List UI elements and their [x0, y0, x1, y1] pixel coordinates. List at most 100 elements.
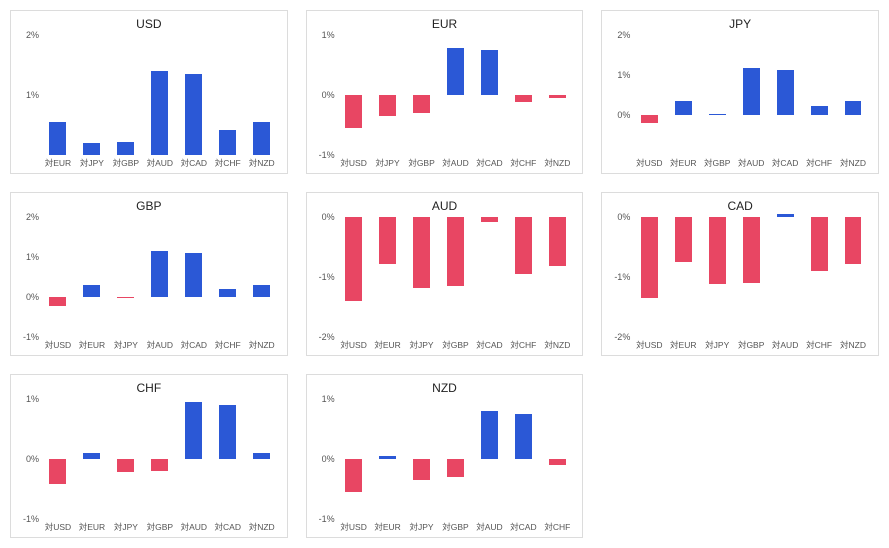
bar	[447, 459, 464, 477]
chart-panel-aud: AUD-2%-1%0%対USD対EUR対JPY対GBP対CAD対CHF対NZD	[306, 192, 584, 356]
y-tick-label: 2%	[606, 30, 630, 40]
x-tick-label: 対USD	[41, 337, 75, 351]
bar	[253, 285, 270, 297]
x-tick-label: 対NZD	[540, 337, 574, 351]
bar	[481, 50, 498, 95]
chart-body: -1%0%1%	[311, 399, 579, 519]
x-tick-label: 対NZD	[245, 337, 279, 351]
bar	[345, 459, 362, 492]
bar	[447, 217, 464, 286]
bar	[253, 122, 270, 155]
x-tick-label: 対JPY	[405, 337, 439, 351]
x-axis: 対EUR対JPY対GBP対AUD対CAD対CHF対NZD	[41, 155, 279, 169]
bar	[811, 217, 828, 271]
y-axis: -1%0%1%	[15, 399, 39, 519]
x-tick-label: 対CAD	[768, 155, 802, 169]
bar	[413, 217, 430, 288]
y-tick-label: 0%	[311, 212, 335, 222]
bar	[709, 217, 726, 284]
y-tick-label: 2%	[15, 212, 39, 222]
panel-title: CHF	[15, 381, 283, 395]
chart-body: -2%-1%0%	[606, 217, 874, 337]
bar	[151, 251, 168, 297]
y-tick-label: 1%	[15, 90, 39, 100]
y-tick-label: 0%	[606, 212, 630, 222]
plot-area	[41, 399, 279, 519]
bar	[675, 101, 692, 115]
x-tick-label: 対USD	[337, 337, 371, 351]
bar	[641, 115, 658, 123]
chart-panel-gbp: GBP-1%0%1%2%対USD対EUR対JPY対AUD対CAD対CHF対NZD	[10, 192, 288, 356]
y-tick-label: -2%	[606, 332, 630, 342]
plot-area	[632, 217, 870, 337]
bar	[49, 459, 66, 484]
y-tick-label: -1%	[311, 150, 335, 160]
y-tick-label: 0%	[15, 292, 39, 302]
chart-panel-jpy: JPY0%1%2%対USD対EUR対GBP対AUD対CAD対CHF対NZD	[601, 10, 879, 174]
chart-body: -1%0%1%	[311, 35, 579, 155]
x-tick-label: 対AUD	[143, 337, 177, 351]
x-tick-label: 対NZD	[245, 519, 279, 533]
bar	[49, 122, 66, 155]
y-axis: 1%2%	[15, 35, 39, 155]
panel-title: AUD	[311, 199, 579, 213]
panel-title: USD	[15, 17, 283, 31]
plot-area	[41, 35, 279, 155]
x-tick-label: 対CHF	[211, 337, 245, 351]
x-tick-label: 対AUD	[734, 155, 768, 169]
panel-title: GBP	[15, 199, 283, 213]
bar	[219, 405, 236, 459]
y-tick-label: -2%	[311, 332, 335, 342]
plot-area	[632, 35, 870, 155]
panel-title: NZD	[311, 381, 579, 395]
x-tick-label: 対GBP	[734, 337, 768, 351]
x-tick-label: 対EUR	[666, 155, 700, 169]
x-axis: 対USD対EUR対JPY対GBP対AUD対CAD対CHF	[337, 519, 575, 533]
x-tick-label: 対CAD	[177, 337, 211, 351]
bar	[845, 101, 862, 115]
bar	[219, 289, 236, 297]
plot-area	[41, 217, 279, 337]
chart-body: -1%0%1%2%	[15, 217, 283, 337]
x-axis: 対USD対EUR対JPY対GBP対CAD対CHF対NZD	[337, 337, 575, 351]
bar	[845, 217, 862, 264]
bar	[515, 217, 532, 274]
y-tick-label: 0%	[311, 90, 335, 100]
x-tick-label: 対EUR	[371, 519, 405, 533]
chart-body: 1%2%	[15, 35, 283, 155]
x-tick-label: 対CAD	[506, 519, 540, 533]
x-tick-label: 対JPY	[109, 519, 143, 533]
y-tick-label: 0%	[15, 454, 39, 464]
x-tick-label: 対CHF	[506, 337, 540, 351]
x-tick-label: 対JPY	[109, 337, 143, 351]
bar	[743, 68, 760, 115]
x-tick-label: 対AUD	[472, 519, 506, 533]
x-tick-label: 対GBP	[405, 155, 439, 169]
x-tick-label: 対CHF	[506, 155, 540, 169]
bar	[253, 453, 270, 459]
y-tick-label: 1%	[606, 70, 630, 80]
y-tick-label: -1%	[15, 514, 39, 524]
bar	[151, 71, 168, 155]
chart-panel-usd: USD 1%2%対EUR対JPY対GBP対AUD対CAD対CHF対NZD	[10, 10, 288, 174]
chart-panel-chf: CHF -1%0%1%対USD対EUR対JPY対GBP対AUD対CAD対NZD	[10, 374, 288, 538]
bar	[743, 217, 760, 283]
x-tick-label: 対NZD	[836, 337, 870, 351]
chart-panel-cad: CAD-2%-1%0%対USD対EUR対JPY対GBP対AUD対CHF対NZD	[601, 192, 879, 356]
x-axis: 対USD対EUR対JPY対GBP対AUD対CAD対NZD	[41, 519, 279, 533]
x-axis: 対USD対EUR対JPY対GBP対AUD対CHF対NZD	[632, 337, 870, 351]
chart-panel-nzd: NZD -1%0%1%対USD対EUR対JPY対GBP対AUD対CAD対CHF	[306, 374, 584, 538]
bar	[83, 285, 100, 297]
bar	[185, 74, 202, 155]
bar	[379, 217, 396, 264]
x-tick-label: 対GBP	[143, 519, 177, 533]
x-tick-label: 対GBP	[109, 155, 143, 169]
panel-title: EUR	[311, 17, 579, 31]
bar	[413, 459, 430, 480]
bar	[345, 95, 362, 128]
bar	[641, 217, 658, 298]
x-tick-label: 対AUD	[439, 155, 473, 169]
bar	[675, 217, 692, 262]
bar	[219, 130, 236, 155]
bar	[117, 142, 134, 155]
